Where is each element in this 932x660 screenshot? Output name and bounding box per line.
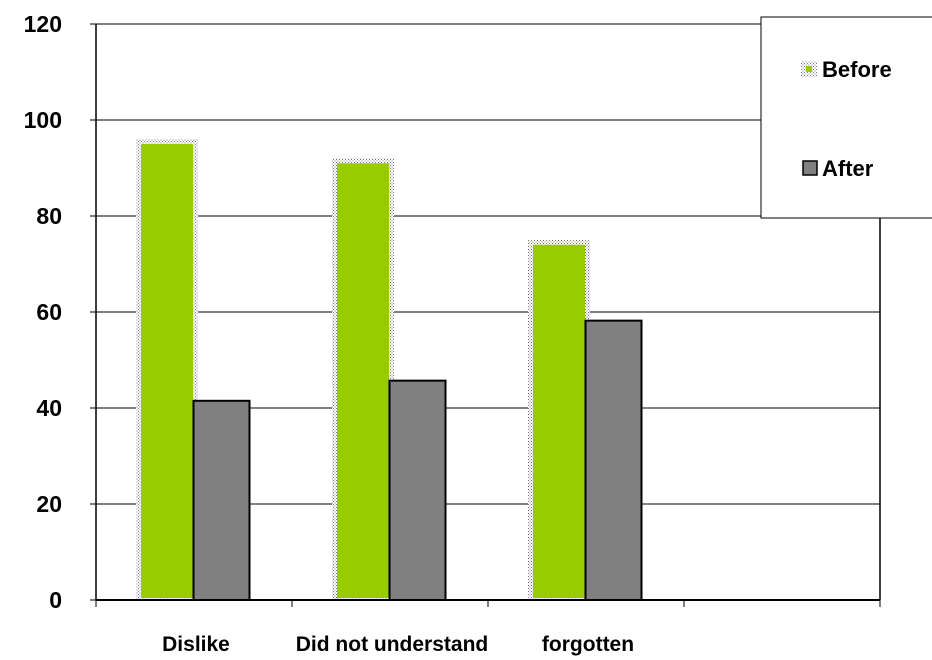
legend-box (760, 16, 932, 219)
bar-after (584, 319, 643, 601)
y-tick-label: 0 (49, 587, 62, 613)
y-tick-label: 40 (36, 395, 62, 421)
legend-label-before: Before (822, 57, 892, 82)
y-tick-label: 120 (24, 11, 62, 37)
x-category-label: forgotten (542, 633, 634, 656)
bar-before (141, 144, 193, 598)
y-tick-label: 80 (36, 203, 62, 229)
bar-before (533, 244, 585, 599)
legend-label-after: After (822, 156, 874, 181)
y-tick-label: 20 (36, 491, 62, 517)
bars (136, 139, 643, 602)
tick-labels: 0 20 40 60 80 100 120 Dislike Did not understand… (24, 11, 634, 656)
bar-after (388, 379, 447, 602)
legend: Before After (760, 16, 932, 219)
y-tick-label: 100 (24, 107, 62, 133)
bar-before (337, 163, 389, 598)
legend-swatch-after (802, 160, 818, 176)
legend-swatch-before-fill (806, 66, 812, 72)
x-category-label: Did not understand (296, 633, 489, 656)
bar-after (192, 399, 251, 601)
y-tick-label: 60 (36, 299, 62, 325)
x-category-label: Dislike (162, 633, 230, 656)
